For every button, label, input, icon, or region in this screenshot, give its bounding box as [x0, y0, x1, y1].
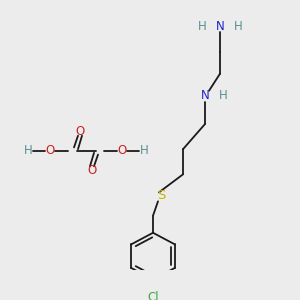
Text: S: S: [157, 189, 165, 203]
Text: H: H: [219, 89, 227, 102]
Text: H: H: [24, 145, 32, 158]
Text: O: O: [75, 125, 85, 138]
Text: O: O: [87, 164, 97, 177]
Text: H: H: [234, 20, 242, 34]
Text: Cl: Cl: [147, 291, 159, 300]
Text: H: H: [198, 20, 206, 34]
Text: O: O: [117, 145, 127, 158]
Text: O: O: [45, 145, 55, 158]
Text: N: N: [201, 89, 209, 102]
Text: H: H: [140, 145, 148, 158]
Text: N: N: [216, 20, 224, 34]
